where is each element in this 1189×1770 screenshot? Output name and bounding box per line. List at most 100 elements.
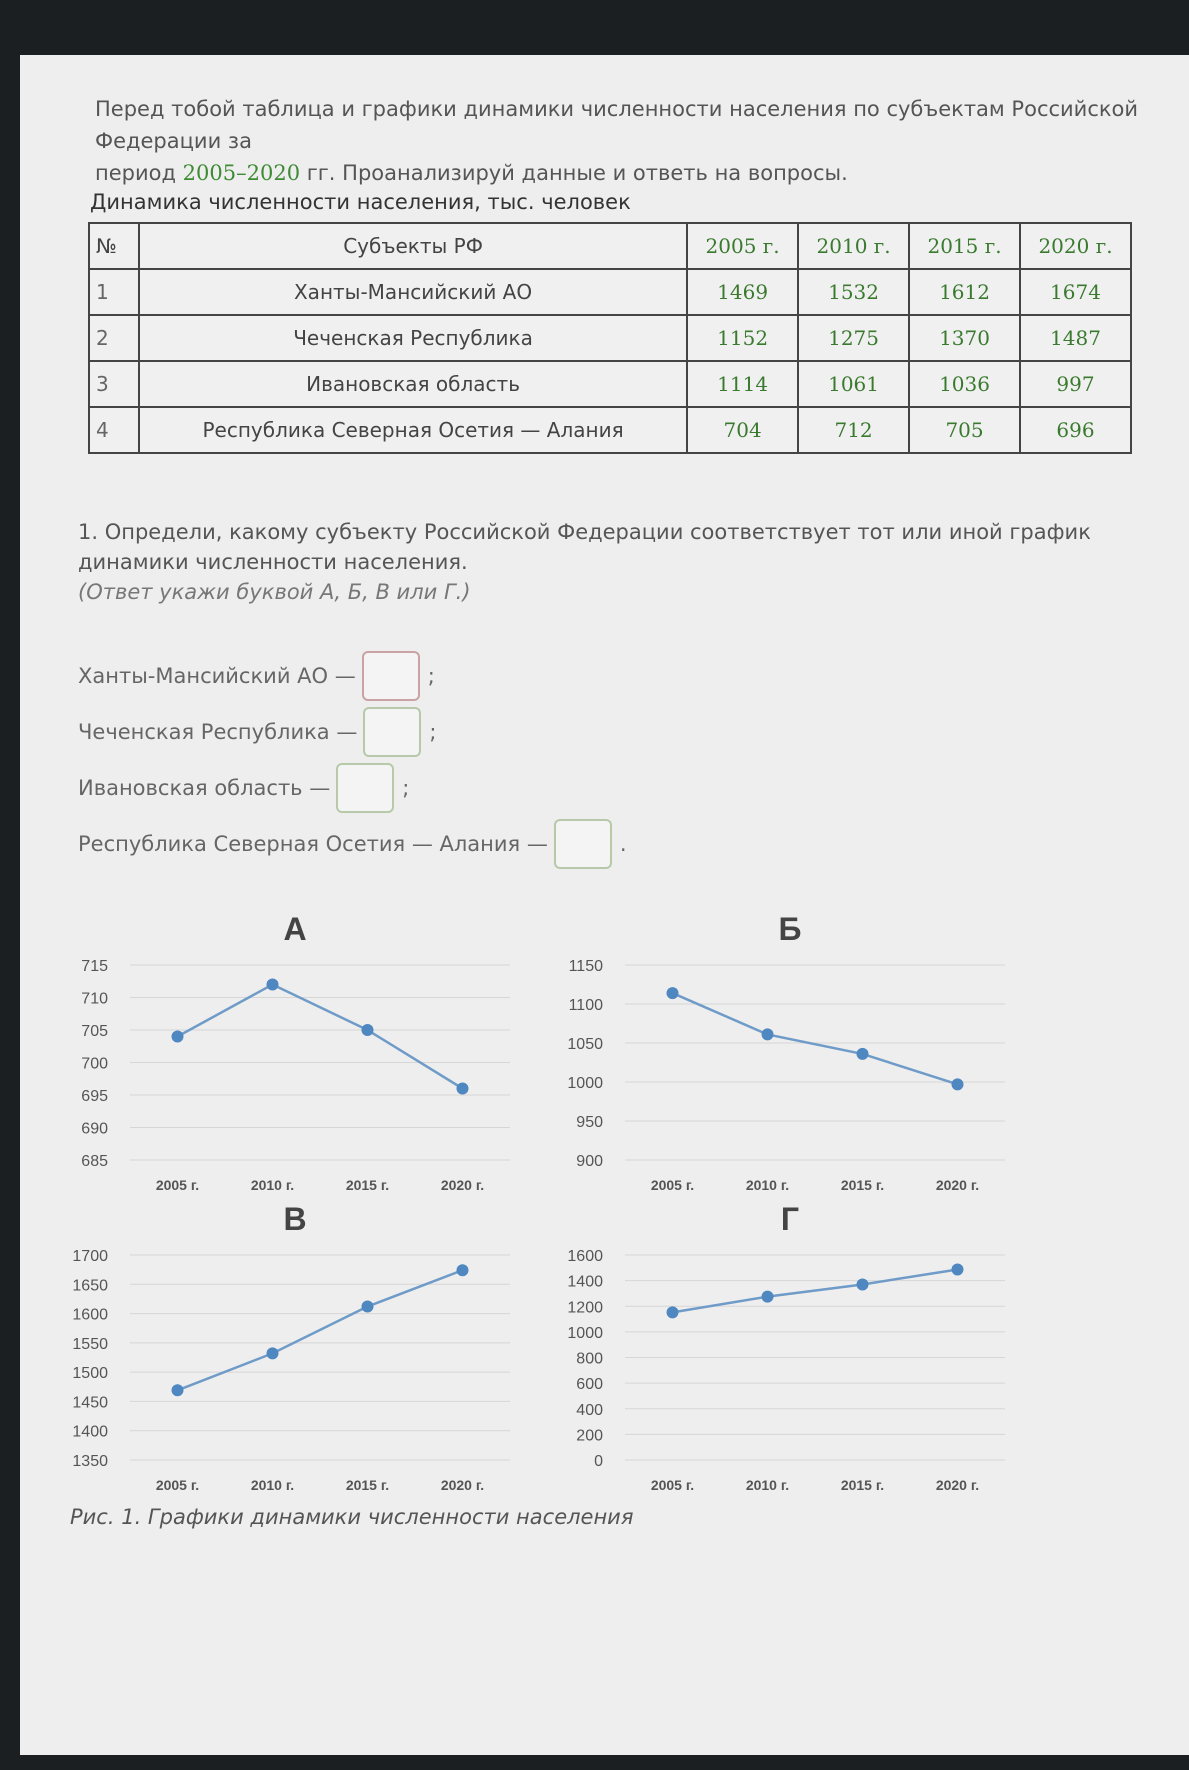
intro-line-2: период 2005–2020 гг. Проанализируй данны… — [95, 157, 1189, 189]
data-point — [456, 1264, 469, 1277]
y-tick-label: 1600 — [567, 1248, 603, 1265]
y-tick-label: 705 — [81, 1023, 108, 1040]
cell-value: 1370 — [908, 314, 1022, 362]
y-tick-label: 1100 — [569, 997, 604, 1014]
y-tick-label: 0 — [594, 1453, 603, 1470]
x-tick-label: 2010 г. — [746, 1177, 789, 1193]
table-caption: Динамика численности населения, тыс. чел… — [90, 190, 631, 214]
table-row: 3 Ивановская область 1114 1061 1036 997 — [88, 360, 1132, 408]
header-2015: 2015 г. — [908, 222, 1022, 270]
x-tick-label: 2005 г. — [651, 1477, 694, 1493]
answer-label: Ивановская область — — [78, 776, 331, 800]
table-header-row: № Субъекты РФ 2005 г. 2010 г. 2015 г. 20… — [88, 222, 1132, 270]
answer-punct: . — [619, 832, 627, 856]
row-subject: Ивановская область — [137, 360, 689, 408]
chart-g-svg: Г 1600 1400 1200 1000 800 600 400 200 0 2005 г. 201… — [567, 1201, 1005, 1493]
x-tick-label: 2010 г. — [746, 1477, 789, 1493]
row-subject: Чеченская Республика — [137, 314, 689, 362]
x-tick-label: 2015 г. — [346, 1477, 389, 1493]
table-row: 2 Чеченская Республика 1152 1275 1370 14… — [88, 314, 1132, 362]
chart-b: Б 1150 1100 1050 1000 950 900 2005 г. 2010 г. 201… — [555, 910, 1025, 1214]
series-line — [177, 1269, 463, 1392]
x-tick-label: 2015 г. — [841, 1177, 884, 1193]
series-line — [176, 983, 464, 1090]
answer-punct: ; — [427, 664, 435, 688]
answer-label: Ханты-Мансийский АО — — [78, 664, 356, 688]
intro-line-2-rest: гг. Проанализируй данные и ответь на воп… — [300, 161, 848, 185]
cell-value: 1612 — [908, 268, 1022, 316]
y-tick-label: 715 — [81, 958, 108, 975]
data-point — [456, 1082, 469, 1095]
x-tick-label: 2020 г. — [441, 1177, 484, 1193]
data-point — [951, 1263, 964, 1276]
intro-period-prefix: период — [95, 161, 183, 185]
x-tick-label: 2010 г. — [251, 1177, 294, 1193]
data-point — [761, 1290, 774, 1303]
y-tick-label: 800 — [576, 1351, 603, 1368]
y-tick-label: 685 — [81, 1153, 108, 1170]
y-tick-label: 1000 — [567, 1075, 603, 1092]
cell-value: 705 — [908, 406, 1022, 454]
cell-value: 1152 — [686, 314, 800, 362]
y-tick-label: 1200 — [567, 1299, 603, 1316]
y-tick-label: 690 — [81, 1121, 108, 1138]
y-tick-label: 1500 — [72, 1365, 108, 1382]
cell-value: 1061 — [797, 360, 911, 408]
data-point — [856, 1047, 869, 1060]
data-point — [266, 978, 279, 991]
answer-input-ossetia[interactable] — [553, 819, 612, 869]
chart-b-svg: Б 1150 1100 1050 1000 950 900 2005 г. 2010 г. 201… — [567, 911, 1005, 1193]
x-tick-label: 2020 г. — [441, 1477, 484, 1493]
answer-input-khanty[interactable] — [361, 651, 420, 701]
y-tick-label: 950 — [576, 1114, 603, 1131]
row-subject: Республика Северная Осетия — Алания — [137, 406, 689, 454]
intro-years: 2005–2020 — [182, 161, 301, 185]
population-table: № Субъекты РФ 2005 г. 2010 г. 2015 г. 20… — [88, 222, 1132, 454]
cell-value: 712 — [797, 406, 911, 454]
x-tick-label: 2020 г. — [936, 1477, 979, 1493]
y-tick-label: 400 — [576, 1402, 603, 1419]
data-point — [171, 1030, 184, 1043]
y-tick-label: 695 — [81, 1088, 108, 1105]
chart-title: В — [283, 1201, 306, 1237]
row-subject: Ханты-Мансийский АО — [137, 268, 689, 316]
answer-input-ivanovo[interactable] — [336, 763, 395, 813]
y-tick-label: 1600 — [72, 1307, 108, 1324]
chart-v-svg: В 1700 1650 1600 1550 1500 1450 1400 1350 2005 г.… — [72, 1201, 510, 1493]
y-tick-label: 1050 — [567, 1036, 603, 1053]
answer-row-ivanovo: Ивановская область — ; — [78, 763, 409, 813]
data-point — [856, 1278, 869, 1291]
answer-label: Республика Северная Осетия — Алания — — [78, 832, 548, 856]
chart-a-svg: А 715 710 705 700 695 690 685 2005 г. 2010 г. 2015… — [81, 911, 510, 1193]
chart-a: А 715 710 705 700 695 690 685 2005 г. 2010 г. 2015… — [60, 910, 530, 1214]
figure-caption: Рис. 1. Графики динамики численности нас… — [70, 1505, 634, 1529]
y-tick-label: 1450 — [72, 1394, 108, 1411]
chart-title: Б — [779, 911, 802, 947]
y-tick-label: 1550 — [72, 1336, 108, 1353]
header-2005: 2005 г. — [686, 222, 800, 270]
row-number: 1 — [88, 268, 140, 316]
answer-punct: ; — [429, 720, 437, 744]
question-1: 1. Определи, какому субъекту Российской … — [78, 517, 1178, 607]
x-tick-label: 2005 г. — [156, 1177, 199, 1193]
intro-line-1: Перед тобой таблица и графики динамики ч… — [95, 97, 1139, 153]
answer-punct: ; — [402, 776, 410, 800]
y-tick-label: 900 — [576, 1153, 603, 1170]
x-tick-label: 2015 г. — [346, 1177, 389, 1193]
y-tick-label: 600 — [576, 1376, 603, 1393]
series-line — [672, 991, 958, 1086]
y-tick-label: 710 — [81, 991, 108, 1008]
y-tick-label: 1700 — [72, 1248, 108, 1265]
data-point — [761, 1028, 774, 1041]
y-tick-label: 200 — [576, 1427, 603, 1444]
y-tick-label: 1650 — [72, 1277, 108, 1294]
cell-value: 1487 — [1019, 314, 1132, 362]
answer-input-chechen[interactable] — [363, 707, 422, 757]
data-point — [666, 987, 679, 1000]
screen: Перед тобой таблица и графики динамики ч… — [20, 55, 1189, 1755]
y-tick-label: 1400 — [567, 1274, 603, 1291]
table-row: 4 Республика Северная Осетия — Алания 70… — [88, 406, 1132, 454]
chart-v: В 1700 1650 1600 1550 1500 1450 1400 1350 2005 г.… — [60, 1200, 530, 1514]
x-tick-label: 2020 г. — [936, 1177, 979, 1193]
row-number: 2 — [88, 314, 140, 362]
